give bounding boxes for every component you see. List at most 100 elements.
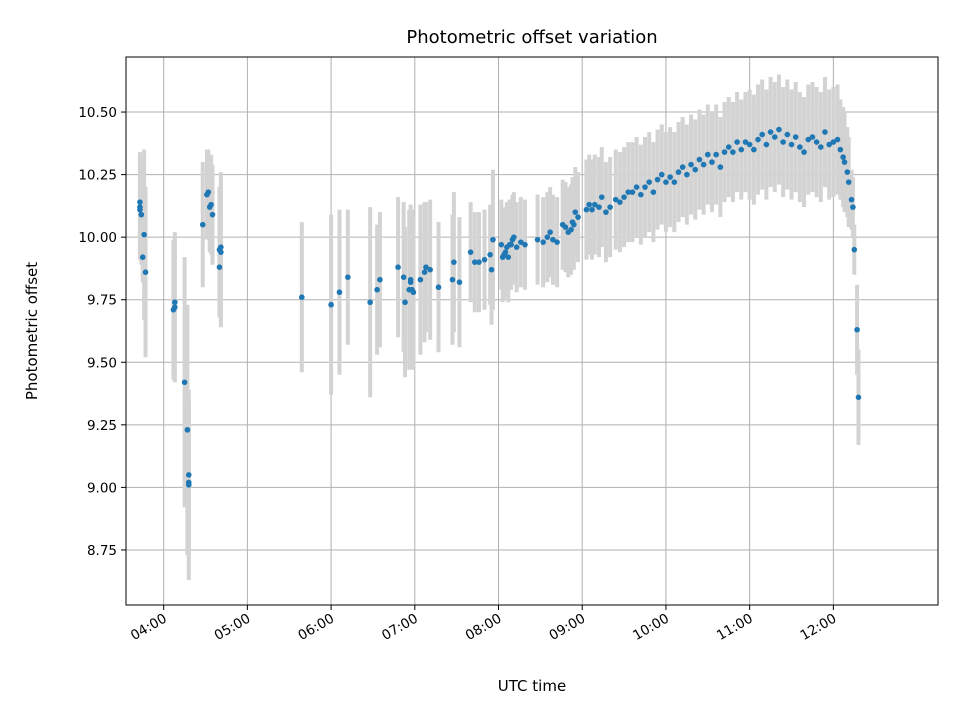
data-point	[402, 299, 408, 306]
data-point	[481, 256, 488, 263]
data-point	[598, 194, 605, 200]
data-point	[841, 159, 848, 165]
data-point	[138, 211, 145, 218]
data-point	[449, 276, 456, 283]
data-point	[575, 214, 581, 220]
data-point	[586, 201, 593, 208]
data-point	[467, 249, 474, 255]
x-axis-label: UTC time	[498, 677, 566, 695]
data-point	[621, 194, 627, 200]
y-tick-label: 9.75	[87, 293, 117, 309]
data-point	[209, 211, 216, 218]
data-point	[725, 144, 732, 150]
plot-frame	[125, 56, 939, 606]
data-point	[583, 206, 590, 213]
data-point	[550, 236, 556, 243]
data-point	[591, 201, 598, 208]
data-point	[629, 189, 636, 195]
data-point	[709, 159, 715, 165]
data-point	[562, 224, 569, 230]
data-point	[667, 174, 673, 180]
data-point	[534, 236, 541, 243]
data-point	[172, 299, 178, 306]
data-point	[767, 129, 774, 135]
data-point	[713, 151, 719, 158]
y-axis-ticks: 8.75 9.00 9.25 9.50 9.75 10.00 10.25 10.50	[78, 105, 126, 559]
data-point	[522, 241, 528, 248]
data-point	[571, 221, 577, 228]
y-tick-label: 8.75	[87, 543, 117, 559]
data-point	[834, 136, 841, 143]
data-point	[513, 244, 520, 250]
data-point	[603, 209, 609, 215]
data-point	[671, 179, 678, 185]
data-point	[688, 161, 694, 168]
y-tick-label: 10.00	[78, 230, 117, 246]
data-point	[851, 246, 858, 253]
data-point	[490, 236, 496, 243]
data-point	[471, 259, 478, 265]
data-point	[328, 301, 334, 308]
data-point	[759, 131, 766, 138]
y-tick-label: 9.50	[87, 355, 117, 371]
data-point	[476, 259, 482, 265]
data-point	[547, 229, 553, 235]
data-point	[855, 394, 862, 401]
data-point	[205, 189, 212, 195]
data-point	[181, 379, 188, 386]
data-point	[367, 299, 373, 306]
data-point	[854, 326, 860, 333]
data-point	[850, 204, 856, 210]
data-point	[813, 139, 820, 145]
data-point	[607, 204, 613, 210]
data-point	[763, 141, 770, 148]
data-point	[751, 146, 757, 153]
data-point	[410, 289, 417, 296]
data-point	[377, 276, 383, 283]
data-point	[374, 286, 380, 293]
data-point	[734, 139, 740, 145]
data-point	[738, 146, 745, 153]
data-point	[518, 239, 524, 245]
data-point	[650, 189, 657, 195]
data-point	[427, 266, 433, 273]
data-point	[456, 279, 463, 286]
data-point	[568, 226, 574, 233]
chart-title: Photometric offset variation	[406, 27, 657, 48]
data-point	[184, 427, 191, 433]
data-point	[844, 169, 851, 175]
data-point	[704, 151, 711, 158]
data-point	[218, 249, 224, 255]
data-point	[400, 274, 407, 281]
data-point	[679, 164, 686, 170]
data-point	[848, 196, 855, 203]
data-point	[139, 254, 146, 260]
data-point	[612, 196, 619, 203]
data-point	[345, 274, 351, 281]
data-point	[638, 191, 644, 198]
data-point	[746, 141, 753, 148]
data-point	[818, 144, 824, 150]
data-point	[596, 204, 602, 210]
data-point	[423, 264, 429, 270]
data-point	[700, 161, 707, 168]
data-point	[218, 244, 224, 250]
data-point	[451, 259, 457, 265]
data-point	[654, 176, 661, 183]
data-point	[407, 276, 414, 283]
data-points	[137, 126, 862, 488]
y-tick-label: 9.00	[87, 480, 117, 496]
data-point	[805, 136, 812, 143]
data-point	[554, 239, 560, 245]
data-point	[625, 189, 632, 195]
data-point	[498, 241, 505, 248]
data-point	[658, 171, 665, 178]
data-point	[809, 134, 816, 140]
data-point	[617, 199, 623, 205]
data-point	[336, 289, 343, 296]
data-point	[589, 206, 595, 213]
data-point	[675, 169, 682, 175]
data-point	[742, 139, 749, 145]
data-point	[797, 144, 803, 150]
